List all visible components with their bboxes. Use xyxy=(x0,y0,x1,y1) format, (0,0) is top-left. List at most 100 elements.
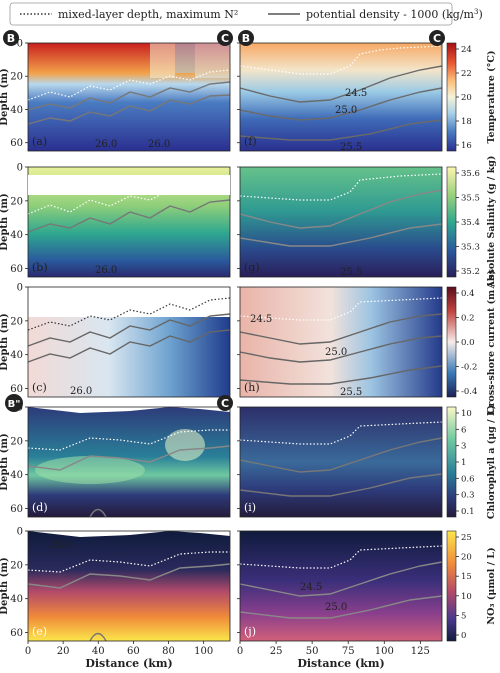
marker-c xyxy=(429,30,445,46)
colorbar-tick-label: 20 xyxy=(461,553,472,563)
depth-tick-label: 40 xyxy=(10,350,23,361)
panel-letter: (j) xyxy=(244,625,256,638)
contour-label: 25.0 xyxy=(325,347,347,358)
legend-density-label: potential density - 1000 (kg/m3) xyxy=(306,8,483,21)
colorbar-tick-label: 18 xyxy=(461,117,472,127)
colorbar-tick-label: 0.0 xyxy=(461,338,475,348)
depth-tick-label: 20 xyxy=(10,560,23,571)
colorbar-label: NO₃ (μmol / L) xyxy=(486,547,497,624)
colorbar-tick-label: 0.4 xyxy=(461,289,475,299)
colorbar-tick-label: 0.1 xyxy=(461,507,475,517)
panel-c: 26.0 xyxy=(27,175,231,398)
colorbar-tick-label: 10 xyxy=(461,409,472,419)
colorbar-tick-label: 0.2 xyxy=(461,314,475,324)
colorbar-label: Chlorophyll a (μg / L) xyxy=(486,405,497,519)
x-tick-label: 60 xyxy=(127,646,140,657)
marker-b xyxy=(3,30,19,46)
colorbar-tick-label: 35.4 xyxy=(461,218,480,228)
panel-f: 24.5 25.0 25.5 xyxy=(239,42,443,153)
colorbar-tick-label: 3 xyxy=(461,442,466,452)
depth-tick-label: 40 xyxy=(10,470,23,481)
depth-axis-label: Depth (m) xyxy=(0,557,10,614)
colorbar-tick-label: 20 xyxy=(461,93,472,103)
depth-tick-label: 60 xyxy=(10,384,23,395)
contour-label: 25.0 xyxy=(325,602,347,613)
marker-c-label: C xyxy=(433,32,441,45)
section-markers: B C B C B" C xyxy=(3,30,445,412)
panel-letter: (g) xyxy=(244,261,260,274)
colorbar-tick-label: 0.3 xyxy=(461,491,475,501)
colorbar-tick-label: 6 xyxy=(461,425,466,435)
depth-tick-label: 0 xyxy=(17,39,23,50)
panel-letter: (a) xyxy=(32,135,47,148)
depth-axes: 0 20 40 60 Depth (m) 0 20 40 60 Depth (m) 0 20 40 60 D… xyxy=(0,39,240,639)
depth-tick-label: 0 xyxy=(17,163,23,174)
colorbar-tick-label: 35.2 xyxy=(461,267,480,277)
panel-h: 24.5 25.0 25.5 xyxy=(239,286,443,398)
colorbar-tick-label: 35.6 xyxy=(461,169,480,179)
legend: mixed-layer depth, maximum N² potential … xyxy=(9,2,483,26)
marker-b xyxy=(238,30,254,46)
contour-label: 25.5 xyxy=(340,267,362,278)
x-tick-label: 40 xyxy=(92,646,105,657)
marker-b2-label: B" xyxy=(8,399,21,410)
x-tick-label: 0 xyxy=(25,646,31,657)
colorbar-tick-label: 22 xyxy=(461,69,472,79)
colorbar-tick-label: 10 xyxy=(461,592,472,602)
colorbar-no3 xyxy=(446,530,457,642)
colorbar-label: Cross-shore current (m / s) xyxy=(486,270,497,414)
depth-tick-label: 20 xyxy=(10,72,23,83)
panel-e: 24.0 xyxy=(27,530,231,642)
panel-letter: (c) xyxy=(32,381,47,394)
x-axis-label-left: Distance (km) xyxy=(85,657,172,670)
depth-tick-label: 60 xyxy=(10,504,23,515)
x-tick-label: 100 xyxy=(194,646,213,657)
depth-tick-label: 40 xyxy=(10,594,23,605)
depth-tick-label: 0 xyxy=(17,527,23,538)
colorbar-tick-label: 1 xyxy=(461,458,466,468)
contour-label: 25.5 xyxy=(340,142,362,153)
depth-tick-label: 40 xyxy=(10,105,23,116)
depth-tick-label: 20 xyxy=(10,436,23,447)
x-tick-label: 75 xyxy=(342,646,355,657)
depth-tick-label: 20 xyxy=(10,196,23,207)
depth-axis-label: Depth (m) xyxy=(0,193,10,250)
panel-letter: (b) xyxy=(32,261,48,274)
x-axis-label-right: Distance (km) xyxy=(297,657,384,670)
depth-tick-label: 0 xyxy=(17,283,23,294)
contour-label: 26.0 xyxy=(95,265,117,276)
x-tick-label: 100 xyxy=(375,646,394,657)
distance-axes: 0 20 40 60 80 100 0 25 50 75 100 125 xyxy=(25,641,430,657)
depth-tick-label: 60 xyxy=(10,628,23,639)
x-tick-label: 80 xyxy=(162,646,175,657)
colorbar-tick-label: 35.3 xyxy=(461,243,480,253)
colorbar-temperature xyxy=(446,42,457,152)
x-tick-label: 20 xyxy=(57,646,70,657)
panel-letter: (h) xyxy=(244,381,260,394)
contour-label: 24.5 xyxy=(300,582,322,593)
contour-label: 26.0 xyxy=(148,139,170,150)
contour-label: 26.0 xyxy=(70,386,92,397)
colorbar-chlorophyll xyxy=(446,406,457,518)
depth-tick-label: 0 xyxy=(17,403,23,414)
depth-tick-label: 60 xyxy=(10,138,23,149)
depth-axis-label: Depth (m) xyxy=(0,433,10,490)
panel-i xyxy=(239,406,443,518)
x-tick-label: 50 xyxy=(306,646,319,657)
colorbar-tick-label: 0.6 xyxy=(461,474,475,484)
marker-b-label: B xyxy=(7,32,15,45)
panel-letter: (i) xyxy=(244,501,256,514)
marker-c-label: C xyxy=(221,32,229,45)
marker-b2 xyxy=(5,394,23,412)
panel-letter: (e) xyxy=(32,625,47,638)
marker-c xyxy=(217,30,233,46)
colorbar-tick-label: 5 xyxy=(461,611,466,621)
colorbar-current xyxy=(446,286,457,398)
colorbar-salinity xyxy=(446,166,457,278)
x-tick-label: 125 xyxy=(411,646,430,657)
marker-b-label: B xyxy=(242,32,250,45)
marker-c xyxy=(217,395,233,411)
x-tick-label: 25 xyxy=(270,646,283,657)
